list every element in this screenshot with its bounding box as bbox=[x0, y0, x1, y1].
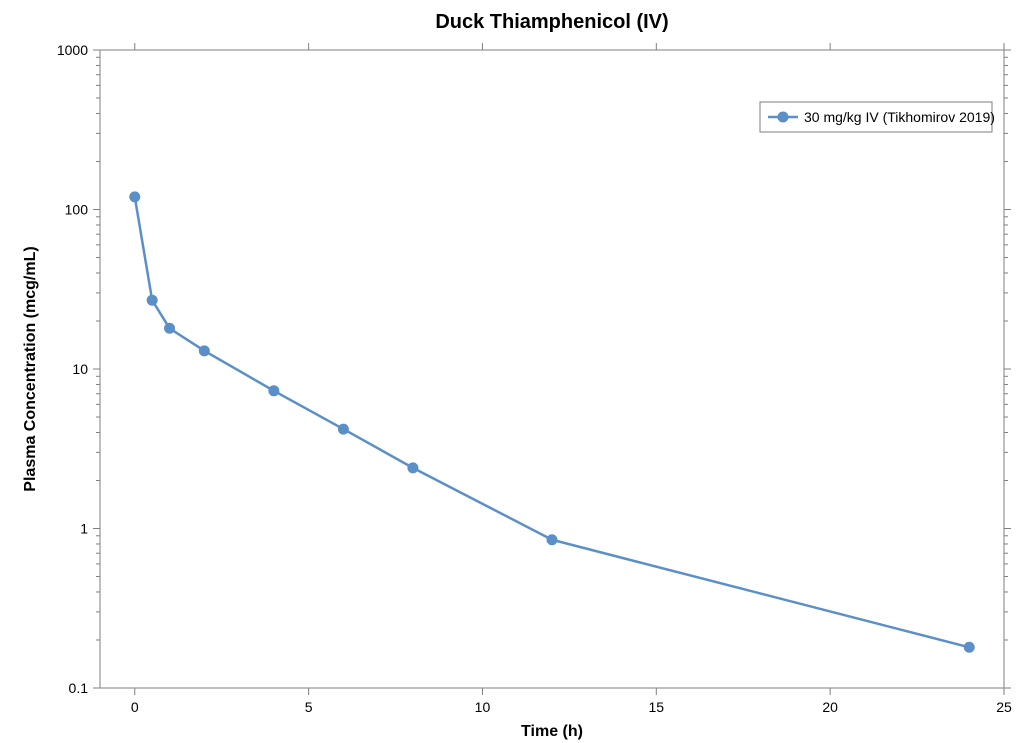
data-point bbox=[408, 463, 418, 473]
data-point bbox=[165, 323, 175, 333]
y-tick-label: 0.1 bbox=[69, 680, 89, 696]
chart-title: Duck Thiamphenicol (IV) bbox=[435, 11, 668, 33]
data-point bbox=[269, 386, 279, 396]
data-point bbox=[199, 346, 209, 356]
data-point bbox=[338, 424, 348, 434]
x-tick-label: 20 bbox=[822, 699, 838, 715]
y-tick-label: 100 bbox=[65, 202, 89, 218]
y-tick-label: 1000 bbox=[57, 42, 88, 58]
y-tick-label: 10 bbox=[72, 361, 88, 377]
x-axis-label: Time (h) bbox=[521, 723, 583, 740]
data-point bbox=[547, 535, 557, 545]
x-tick-label: 25 bbox=[996, 699, 1012, 715]
data-point bbox=[964, 642, 974, 652]
y-axis-label: Plasma Concentration (mcg/mL) bbox=[22, 246, 39, 491]
data-point bbox=[147, 295, 157, 305]
x-tick-label: 0 bbox=[131, 699, 139, 715]
y-tick-label: 1 bbox=[80, 521, 88, 537]
chart-svg: 0 5 10 15 20 25 0.1 1 10 100 1000 Duck Thiamphenico… bbox=[0, 0, 1024, 743]
x-tick-label: 10 bbox=[475, 699, 491, 715]
chart-container: 0 5 10 15 20 25 0.1 1 10 100 1000 Duck Thiamphenico… bbox=[0, 0, 1024, 743]
legend-label: 30 mg/kg IV (Tikhomirov 2019) bbox=[804, 109, 995, 125]
x-tick-label: 15 bbox=[649, 699, 665, 715]
data-point bbox=[130, 192, 140, 202]
x-tick-label: 5 bbox=[305, 699, 313, 715]
